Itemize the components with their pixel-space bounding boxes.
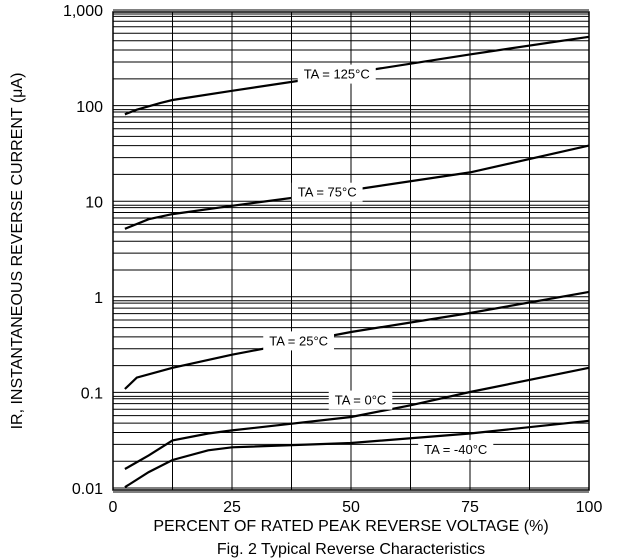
x-axis-label: PERCENT OF RATED PEAK REVERSE VOLTAGE (%… xyxy=(153,518,548,535)
y-tick-label: 0.01 xyxy=(72,481,103,498)
series-line xyxy=(124,144,590,230)
y-tick-label: 1,000 xyxy=(63,3,103,20)
x-tick-label: 0 xyxy=(109,499,118,516)
label-background xyxy=(297,64,376,84)
y-tick-label: 1 xyxy=(94,290,103,307)
series-label: TA = 25°C xyxy=(269,333,328,348)
x-tick-label: 75 xyxy=(461,499,479,516)
y-tick-label: 100 xyxy=(76,99,103,116)
series-label: TA = 0°C xyxy=(335,393,387,408)
series-label: TA = -40°C xyxy=(424,442,487,457)
x-tick-label: 100 xyxy=(576,499,603,516)
series-line xyxy=(124,366,590,470)
series-line xyxy=(124,419,590,489)
series-label: TA = 75°C xyxy=(298,185,357,200)
y-axis-label: IR, INSTANTANEOUS REVERSE CURRENT (μA) xyxy=(9,73,26,430)
label-background xyxy=(328,390,393,410)
series-label: TA = 125°C xyxy=(304,67,370,82)
label-background xyxy=(291,182,363,202)
x-tick-label: 50 xyxy=(342,499,360,516)
x-tick-label: 25 xyxy=(223,499,241,516)
caption: Fig. 2 Typical Reverse Characteristics xyxy=(217,541,485,558)
plot-frame xyxy=(112,11,590,491)
y-tick-label: 0.1 xyxy=(81,386,103,403)
series-line xyxy=(124,35,590,116)
y-tick-label: 10 xyxy=(85,194,103,211)
series-line xyxy=(124,290,590,390)
label-background xyxy=(263,331,335,351)
label-background xyxy=(418,440,494,460)
